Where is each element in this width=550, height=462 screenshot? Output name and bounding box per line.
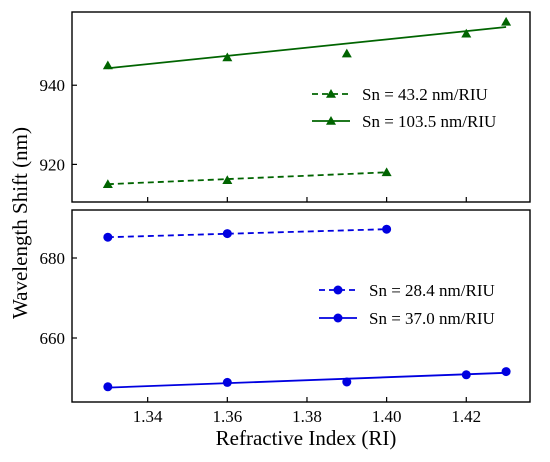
x-tick-label: 1.40 bbox=[372, 407, 402, 426]
bottom-series-1-point bbox=[382, 224, 392, 234]
bottom-plot-frame bbox=[71, 209, 531, 403]
top-series-2-point bbox=[222, 52, 233, 62]
x-tick-label: 1.42 bbox=[451, 407, 481, 426]
x-axis-title: Refractive Index (RI) bbox=[216, 426, 397, 450]
top-plot-frame bbox=[71, 11, 531, 203]
bottom-series-2-fit-line bbox=[107, 371, 507, 389]
bottom-series-2-point bbox=[461, 370, 471, 380]
top-series-2-point bbox=[501, 16, 512, 26]
top-panel: 920 940 Sn = 43.2 nm/RIU Sn = 103.5 nm/RIU bbox=[40, 11, 531, 203]
bottom-series-1 bbox=[103, 224, 392, 242]
top-series-2 bbox=[102, 16, 512, 70]
top-series-2-point bbox=[461, 28, 472, 38]
bottom-series-2-legend-marker bbox=[333, 313, 343, 323]
top-y-tick-label: 940 bbox=[40, 76, 66, 95]
bottom-series-2-legend-label: Sn = 37.0 nm/RIU bbox=[369, 309, 495, 328]
top-series-2-legend-label: Sn = 103.5 nm/RIU bbox=[362, 112, 496, 131]
bottom-series-2-point bbox=[342, 377, 352, 387]
top-series-2-point bbox=[102, 60, 113, 70]
bottom-series-1-fit-line bbox=[107, 228, 387, 239]
x-tick-label: 1.34 bbox=[133, 407, 163, 426]
top-y-tick-label: 920 bbox=[40, 155, 66, 174]
bottom-series-1-point bbox=[222, 229, 232, 239]
x-tick-label: 1.38 bbox=[292, 407, 322, 426]
bottom-series-1-legend-marker bbox=[333, 285, 343, 295]
bottom-series-1-point bbox=[103, 232, 113, 242]
bottom-series-2-point bbox=[103, 382, 113, 392]
top-series-1-point bbox=[222, 175, 233, 184]
bottom-series-2-point bbox=[222, 377, 232, 387]
y-axis-title: Wavelength Shift (nm) bbox=[8, 127, 32, 319]
top-series-1-point bbox=[102, 179, 113, 188]
bottom-series-1-legend-label: Sn = 28.4 nm/RIU bbox=[369, 281, 495, 300]
bottom-panel: 1.34 1.36 1.38 1.40 1.42 660 680 Sn = 28.4 nm/R… bbox=[40, 209, 531, 426]
bottom-y-tick-label: 660 bbox=[40, 329, 66, 348]
top-series-1-fit-line bbox=[107, 171, 387, 186]
top-series-1-point bbox=[381, 167, 392, 177]
top-series-1-legend-label: Sn = 43.2 nm/RIU bbox=[362, 85, 488, 104]
bottom-series-2-point bbox=[501, 367, 511, 377]
top-series-1-legend-marker bbox=[326, 89, 336, 98]
top-series-2-point bbox=[341, 48, 352, 58]
bottom-series-2 bbox=[103, 367, 511, 392]
top-series-1 bbox=[102, 167, 392, 188]
top-series-2-legend-marker bbox=[326, 116, 336, 125]
top-series-2-fit-line bbox=[107, 26, 507, 70]
x-tick-label: 1.36 bbox=[212, 407, 242, 426]
bottom-y-tick-label: 680 bbox=[40, 249, 66, 268]
